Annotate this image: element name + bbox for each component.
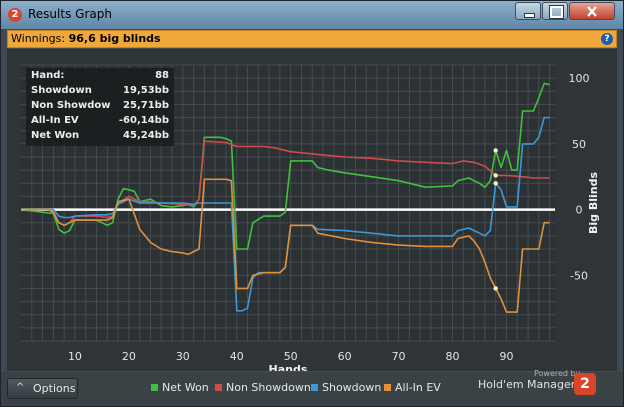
hand-stats-tooltip: Hand: 88 Showdown 19,53bb Non Showdown 2… <box>26 68 174 146</box>
brand-logo: 2 <box>574 373 596 395</box>
winnings-label: Winnings: <box>11 32 66 45</box>
x-tick-label: 50 <box>284 350 298 363</box>
legend-swatch <box>384 384 391 391</box>
legend-label: Net Won <box>162 381 209 394</box>
stat-row-net-won: Net Won 45,24bb <box>31 130 169 145</box>
x-tick-label: 10 <box>68 350 82 363</box>
help-icon[interactable]: ? <box>601 33 613 45</box>
app-icon: 2 <box>8 8 22 22</box>
legend-label: Non Showdown <box>226 381 311 394</box>
legend-label: All-In EV <box>395 381 441 394</box>
title-bar[interactable]: 2 Results Graph <box>1 1 623 29</box>
x-tick-label: 80 <box>446 350 460 363</box>
winnings-bar: Winnings: 96,6 big blinds ? <box>7 30 617 48</box>
hover-point-non-showdown <box>493 173 498 178</box>
legend-swatch <box>151 384 158 391</box>
stat-row-non-showdown: Non Showdown 25,71bb <box>31 100 169 115</box>
powered-by-text: Powered by <box>534 369 581 378</box>
stat-value: 88 <box>155 70 169 81</box>
stat-label: Hand: <box>31 70 65 81</box>
y-axis-label: Big Blinds <box>587 172 600 234</box>
hover-point-all-in-ev <box>493 286 498 291</box>
stat-value: 45,24bb <box>123 130 169 141</box>
x-tick-label: 70 <box>392 350 406 363</box>
x-tick-label: 90 <box>499 350 513 363</box>
bottom-bar: ^ Options Net Won Non Showdown Showdown … <box>1 369 623 406</box>
stat-value: 25,71bb <box>123 100 169 111</box>
minimize-icon <box>524 13 535 18</box>
hover-point-net-won <box>493 148 498 153</box>
stat-label: All-In EV <box>31 115 79 126</box>
stat-row-all-in-ev: All-In EV -60,14bb <box>31 115 169 130</box>
legend-swatch <box>215 384 222 391</box>
winnings-value: 96,6 big blinds <box>68 32 161 45</box>
brand-name: Hold'em Manager <box>478 378 576 391</box>
stat-label: Net Won <box>31 130 80 141</box>
x-axis-label: Hands <box>269 363 308 371</box>
x-tick-label: 30 <box>176 350 190 363</box>
y-tick-label: 100 <box>569 72 590 85</box>
chevron-up-icon: ^ <box>16 382 25 393</box>
maximize-button[interactable] <box>542 2 568 20</box>
close-icon <box>587 6 597 17</box>
y-tick-label: 50 <box>572 138 586 151</box>
stat-value: -60,14bb <box>118 115 169 126</box>
options-button[interactable]: ^ Options <box>7 378 78 399</box>
y-tick-label: -50 <box>570 269 588 282</box>
close-button[interactable] <box>569 2 615 20</box>
series-line-net-won <box>20 82 550 250</box>
stat-value: 19,53bb <box>123 85 169 96</box>
stat-row-hand: Hand: 88 <box>31 70 169 85</box>
options-label: Options <box>33 382 76 395</box>
x-tick-label: 60 <box>338 350 352 363</box>
x-tick-label: 40 <box>230 350 244 363</box>
y-tick-label: 0 <box>576 204 583 217</box>
maximize-icon <box>549 5 564 19</box>
minimize-button[interactable] <box>515 2 541 20</box>
legend-swatch <box>311 384 318 391</box>
x-tick-label: 20 <box>122 350 136 363</box>
stat-label: Non Showdown <box>31 100 111 111</box>
stat-label: Showdown <box>31 85 92 96</box>
hover-point-showdown <box>493 181 498 186</box>
stat-row-showdown: Showdown 19,53bb <box>31 85 169 100</box>
winnings-summary: Winnings: 96,6 big blinds <box>11 32 161 45</box>
legend-label: Showdown <box>322 381 382 394</box>
window-title: Results Graph <box>28 7 112 21</box>
